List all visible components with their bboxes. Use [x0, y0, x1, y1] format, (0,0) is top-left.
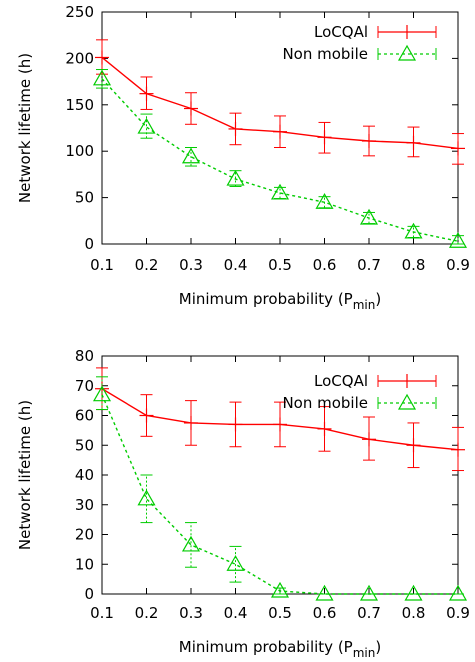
series-non-mobile [92, 69, 468, 248]
y-tick-label: 200 [65, 49, 94, 67]
y-tick-label: 50 [75, 436, 94, 454]
x-tick-label: 0.1 [90, 604, 114, 622]
x-tick-label: 0.4 [224, 256, 248, 274]
data-point-triangle [315, 193, 334, 209]
x-tick-label: 0.2 [135, 604, 159, 622]
y-tick-label: 100 [65, 142, 94, 160]
x-tick-label: 0.9 [446, 604, 470, 622]
y-tick-label: 50 [75, 189, 94, 207]
x-tick-label: 0.7 [357, 256, 381, 274]
plot-frame [101, 355, 459, 595]
data-point-triangle [404, 222, 423, 239]
data-point-triangle [226, 555, 245, 571]
y-tick-label: 70 [75, 377, 94, 395]
data-point-triangle [137, 489, 156, 506]
y-tick-label: 40 [75, 466, 94, 484]
x-tick-label: 0.5 [268, 604, 292, 622]
series-locqal [95, 367, 465, 472]
legend-marker-triangle [397, 393, 417, 410]
data-point-triangle [226, 169, 245, 186]
series-line [101, 394, 458, 595]
x-axis-label: Minimum probability (Pmin) [179, 290, 381, 312]
chart-panel-1: 0 50 100 150 200 250 0.1 0.2 0.3 0.4 0.5 0.6 0.7 0.8 0… [16, 3, 470, 312]
x-tick-label: 0.5 [268, 256, 292, 274]
data-point-triangle [315, 584, 334, 601]
data-point-triangle [359, 584, 379, 601]
x-tick-label: 0.2 [135, 256, 159, 274]
data-point-triangle [448, 232, 468, 248]
y-tick-label: 60 [75, 407, 94, 425]
y-tick-label: 150 [65, 96, 94, 114]
x-tick-label: 0.3 [179, 604, 203, 622]
y-tick-label: 20 [75, 526, 94, 544]
data-point-triangle [359, 208, 379, 225]
x-tick-label: 0.3 [179, 256, 203, 274]
y-tick-label: 250 [65, 3, 94, 21]
legend-label: LoCQAl [314, 23, 368, 41]
legend-label: Non mobile [282, 45, 368, 63]
data-point-triangle [181, 535, 201, 552]
legend: LoCQAl Non mobile [282, 23, 437, 63]
legend-label: Non mobile [282, 394, 368, 412]
data-point-triangle [92, 385, 112, 402]
series-locqal [95, 39, 465, 165]
series-line [101, 78, 459, 242]
x-tick-label: 0.8 [402, 256, 426, 274]
chart-panel-2: 0 10 20 30 40 50 60 70 80 0.1 0.2 0.3 0.4 0.5 0.6 0.7 0.… [16, 347, 470, 660]
data-point-triangle [404, 584, 423, 601]
x-tick-label: 0.1 [90, 256, 114, 274]
legend: LoCQAl Non mobile [282, 372, 437, 412]
y-tick-label: 30 [75, 496, 94, 514]
data-point-triangle [137, 117, 156, 134]
legend-marker-triangle [397, 44, 417, 61]
series-non-mobile [92, 376, 468, 601]
y-tick-label: 0 [84, 585, 94, 603]
y-tick-label: 80 [75, 347, 94, 365]
x-axis-label: Minimum probability (Pmin) [179, 638, 381, 660]
legend-label: LoCQAl [314, 372, 368, 390]
x-tick-label: 0.6 [313, 604, 337, 622]
x-tick-label: 0.4 [224, 604, 248, 622]
y-tick-label: 0 [84, 235, 94, 253]
data-point-triangle [448, 584, 468, 601]
x-tick-label: 0.8 [402, 604, 426, 622]
data-point-triangle [92, 69, 112, 86]
data-point-triangle [270, 581, 290, 598]
x-tick-label: 0.6 [313, 256, 337, 274]
x-tick-label: 0.7 [357, 604, 381, 622]
data-point-triangle [270, 183, 290, 200]
y-axis-label: Network lifetime (h) [16, 53, 34, 203]
y-tick-label: 10 [75, 555, 94, 573]
x-tick-label: 0.9 [446, 256, 470, 274]
y-axis-label: Network lifetime (h) [16, 400, 34, 550]
data-point-triangle [181, 147, 201, 164]
